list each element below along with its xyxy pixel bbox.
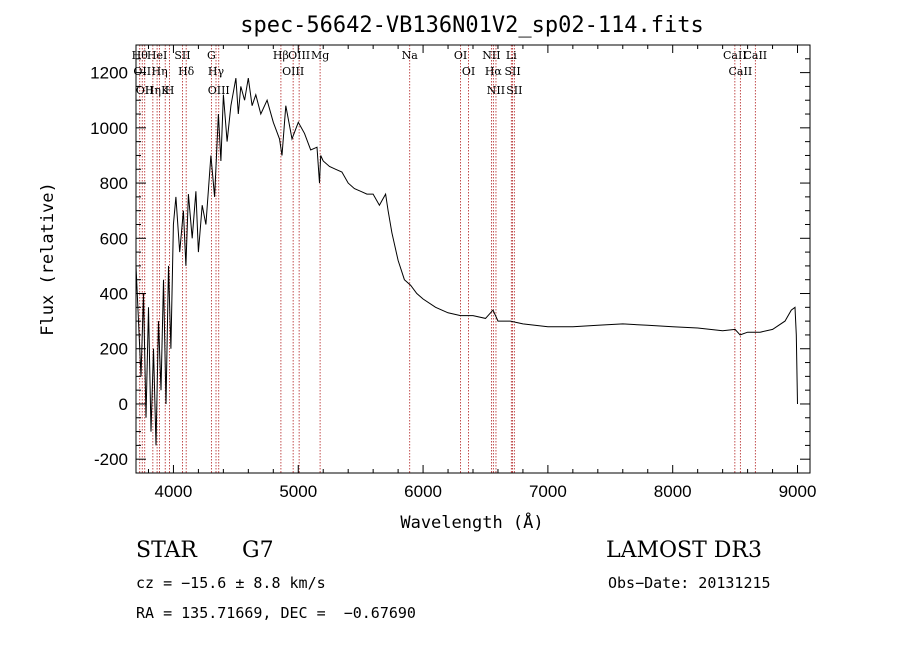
line-label-24: SII [504,65,520,78]
spectrum-chart: spec-56642-VB136N01V2_sp02-114.fits Hθ OI… [38,13,816,533]
line-label-26: CaII [723,49,747,62]
object-subclass: G7 [242,538,274,563]
line-label-10: G [207,49,216,62]
line-label-1: OII [133,65,151,78]
line-label-19: OI [462,65,475,78]
line-label-8: SII [174,49,190,62]
axes: 4000 5000 6000 7000 8000 9000 -200 0 200 400 600 80… [90,45,816,501]
survey-name: LAMOST DR3 [606,538,762,563]
spectrum-line [135,78,798,446]
y-tick-label-7: 1200 [90,64,128,83]
coordinates: RA = 135.71669, DEC = −0.67690 [136,604,416,622]
x-tick-label-5: 9000 [779,482,817,501]
line-label-3: Hη [145,84,161,97]
y-tick-label-6: 1000 [90,119,128,138]
line-label-21: Hα [485,65,503,78]
line-label-22: NII [487,84,505,97]
line-label-27: CaII [729,65,753,78]
line-label-11: Hγ [208,65,225,78]
y-tick-label-4: 600 [100,229,128,248]
line-label-6: K [161,84,170,97]
y-tick-label-2: 200 [100,340,128,359]
y-tick-label-3: 400 [100,285,128,304]
line-label-0: Hθ [132,49,149,62]
observation-date: Obs−Date: 20131215 [608,574,771,592]
x-axis-label: Wavelength (Å) [400,511,543,533]
line-label-13: Hβ [273,49,289,62]
line-label-5: Hη [151,65,167,78]
line-label-20: NII [482,49,500,62]
line-label-7: H [165,84,175,97]
x-tick-label-4: 8000 [654,482,692,501]
line-label-9: Hδ [178,65,195,78]
chart-title: spec-56642-VB136N01V2_sp02-114.fits [240,13,704,38]
x-tick-label-2: 6000 [404,482,442,501]
x-tick-label-3: 7000 [529,482,567,501]
redshift-velocity: cz = −15.6 ± 8.8 km/s [136,574,326,592]
y-tick-label-0: -200 [94,450,128,469]
line-label-4: HeI [147,49,167,62]
plot-frame [135,44,811,474]
line-label-25: SII [506,84,522,97]
y-axis-label: Flux (relative) [38,182,58,336]
line-label-2: OII [136,84,154,97]
line-label-18: OI [454,49,467,62]
line-label-28: CaII [743,49,767,62]
x-tick-label-1: 5000 [279,482,317,501]
object-class: STAR [136,538,197,563]
y-tick-label-1: 0 [119,395,128,414]
line-label-15: OIII [288,49,310,62]
x-tick-label-0: 4000 [155,482,193,501]
line-label-16: Mg [311,49,329,62]
line-label-14: OIII [282,65,304,78]
y-tick-label-5: 800 [100,174,128,193]
line-label-12: OIII [208,84,230,97]
line-label-17: Na [402,49,419,62]
line-label-23: Li [506,49,517,62]
emission-lines [139,45,756,473]
